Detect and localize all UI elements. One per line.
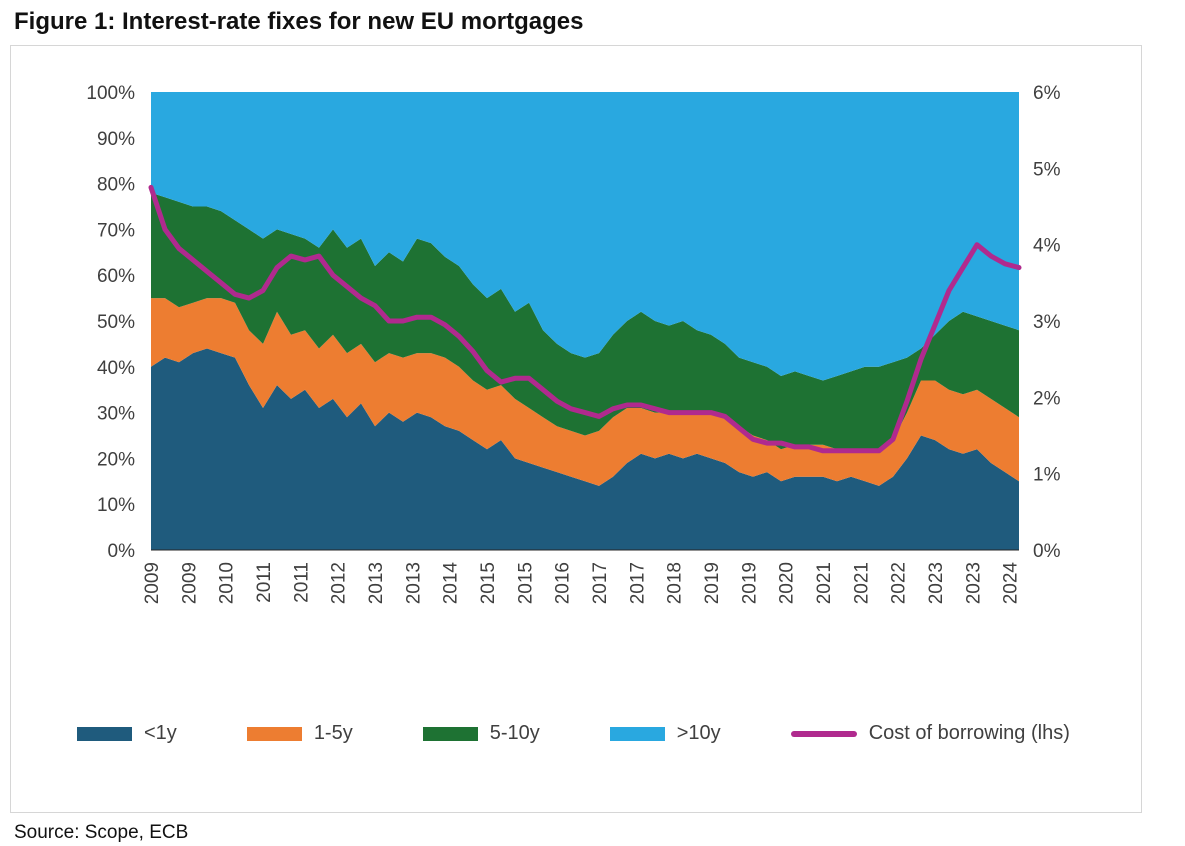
svg-text:2017: 2017	[590, 562, 611, 604]
svg-text:70%: 70%	[97, 220, 135, 241]
svg-text:100%: 100%	[86, 83, 135, 104]
legend-swatch-1-5y	[246, 726, 302, 741]
svg-text:2011: 2011	[291, 562, 312, 603]
chart-canvas: 0% 10% 20% 30% 40% 50% 60% 70% 80% 90% 100% 0% 1% 2% 3…	[86, 83, 1061, 605]
svg-text:4%: 4%	[1033, 236, 1061, 257]
chart-legend: <1y 1-5y 5-10y >10y Cost of borrowing (l…	[11, 722, 1141, 745]
figure-title: Figure 1: Interest-rate fixes for new EU…	[14, 8, 584, 35]
chart-container: 0% 10% 20% 30% 40% 50% 60% 70% 80% 90% 100% 0% 1% 2% 3…	[10, 45, 1142, 813]
svg-text:2017: 2017	[627, 562, 648, 604]
legend-item-cost-of-borrowing: Cost of borrowing (lhs)	[790, 722, 1070, 745]
svg-text:2021: 2021	[814, 562, 835, 604]
source-note: Source: Scope, ECB	[14, 822, 189, 843]
svg-text:2015: 2015	[478, 562, 499, 604]
svg-text:2010: 2010	[217, 562, 238, 604]
svg-text:30%: 30%	[97, 404, 135, 425]
svg-text:2015: 2015	[515, 562, 536, 604]
svg-text:40%: 40%	[97, 358, 135, 379]
svg-text:2016: 2016	[553, 562, 574, 604]
svg-text:2023: 2023	[926, 562, 947, 604]
svg-text:2013: 2013	[403, 562, 424, 604]
legend-label-over-10y: >10y	[676, 722, 721, 744]
svg-text:2%: 2%	[1033, 388, 1061, 409]
svg-text:2014: 2014	[441, 562, 462, 605]
svg-text:2022: 2022	[889, 562, 910, 604]
svg-text:2021: 2021	[851, 562, 872, 604]
svg-text:80%: 80%	[97, 175, 135, 196]
svg-text:2013: 2013	[366, 562, 387, 604]
svg-text:2012: 2012	[329, 562, 350, 604]
svg-text:2024: 2024	[1001, 562, 1022, 605]
svg-text:2011: 2011	[254, 562, 275, 603]
legend-swatch-5-10y	[422, 726, 478, 741]
svg-text:0%: 0%	[108, 541, 136, 562]
svg-text:2019: 2019	[702, 562, 723, 604]
legend-swatch-cost-of-borrowing-line	[790, 730, 857, 737]
legend-item-5-10y: 5-10y	[422, 722, 540, 745]
legend-label-1-5y: 1-5y	[313, 722, 353, 744]
svg-text:1%: 1%	[1033, 465, 1061, 486]
svg-text:3%: 3%	[1033, 312, 1061, 333]
svg-text:50%: 50%	[97, 312, 135, 333]
svg-text:20%: 20%	[97, 449, 135, 470]
legend-swatch-over-10y	[609, 726, 665, 741]
legend-swatch-under-1y	[77, 726, 132, 741]
legend-label-5-10y: 5-10y	[489, 722, 540, 744]
legend-item-under-1y: <1y	[77, 722, 177, 745]
svg-text:2009: 2009	[142, 562, 163, 604]
svg-text:90%: 90%	[97, 129, 135, 150]
svg-text:10%: 10%	[97, 495, 135, 516]
legend-item-1-5y: 1-5y	[246, 722, 353, 745]
svg-text:60%: 60%	[97, 266, 135, 287]
svg-text:2009: 2009	[179, 562, 200, 604]
svg-text:2023: 2023	[963, 562, 984, 604]
svg-text:2018: 2018	[665, 562, 686, 604]
legend-label-under-1y: <1y	[144, 722, 177, 744]
legend-label-cost-of-borrowing: Cost of borrowing (lhs)	[868, 722, 1070, 744]
svg-text:2020: 2020	[777, 562, 798, 604]
legend-item-over-10y: >10y	[609, 722, 721, 745]
svg-text:5%: 5%	[1033, 159, 1061, 180]
svg-text:0%: 0%	[1033, 541, 1061, 562]
svg-text:6%: 6%	[1033, 83, 1061, 104]
svg-text:2019: 2019	[739, 562, 760, 604]
